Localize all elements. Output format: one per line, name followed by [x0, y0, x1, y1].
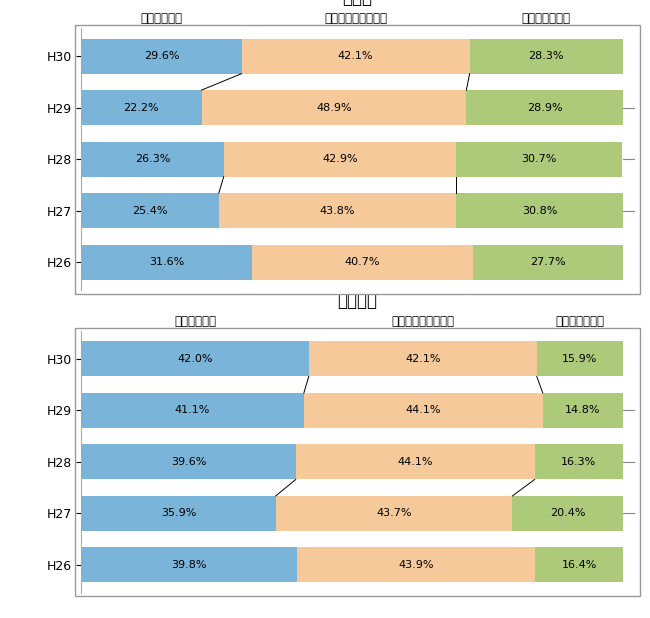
Bar: [304, 393, 543, 428]
Bar: [456, 193, 623, 228]
Text: 40.7%: 40.7%: [345, 257, 380, 267]
Text: 16.3%: 16.3%: [561, 457, 597, 467]
Text: 28.9%: 28.9%: [527, 103, 562, 112]
Text: 26.3%: 26.3%: [135, 154, 170, 164]
Text: 39.8%: 39.8%: [172, 560, 207, 570]
Bar: [242, 38, 469, 74]
Bar: [470, 38, 623, 74]
Bar: [467, 90, 623, 125]
Text: 43.9%: 43.9%: [398, 560, 434, 570]
Bar: [534, 444, 623, 480]
Text: 28.3%: 28.3%: [528, 51, 564, 61]
Text: 42.1%: 42.1%: [405, 354, 441, 364]
Text: 42.9%: 42.9%: [322, 154, 358, 164]
Title: 延滞者: 延滞者: [343, 0, 372, 7]
Text: 30.7%: 30.7%: [521, 154, 557, 164]
Bar: [456, 142, 623, 177]
Bar: [81, 193, 219, 228]
Text: 48.9%: 48.9%: [316, 103, 352, 112]
Text: 41.1%: 41.1%: [175, 405, 210, 415]
Text: 42.1%: 42.1%: [338, 51, 373, 61]
Text: 20.4%: 20.4%: [550, 509, 586, 519]
Text: 22.2%: 22.2%: [124, 103, 159, 112]
Text: 44.1%: 44.1%: [406, 405, 441, 415]
Bar: [224, 142, 456, 177]
Bar: [309, 341, 537, 376]
Bar: [512, 496, 623, 531]
Bar: [81, 496, 276, 531]
Text: 30.8%: 30.8%: [522, 206, 557, 216]
Bar: [296, 444, 534, 480]
Text: 43.7%: 43.7%: [376, 509, 412, 519]
Text: 43.8%: 43.8%: [320, 206, 355, 216]
Text: 16.4%: 16.4%: [562, 560, 597, 570]
Text: 14.8%: 14.8%: [565, 405, 601, 415]
Text: 35.9%: 35.9%: [161, 509, 196, 519]
Bar: [81, 341, 309, 376]
Bar: [81, 38, 242, 74]
Text: 15.9%: 15.9%: [562, 354, 597, 364]
Bar: [276, 496, 512, 531]
Bar: [202, 90, 466, 125]
Text: 31.6%: 31.6%: [150, 257, 185, 267]
Bar: [81, 444, 296, 480]
Bar: [297, 548, 534, 582]
Title: 無延滞者: 無延滞者: [337, 292, 378, 310]
Text: 十分と思わない: 十分と思わない: [555, 315, 605, 328]
Bar: [543, 393, 623, 428]
Text: 十分だと思う: 十分だと思う: [174, 315, 216, 328]
Text: 29.6%: 29.6%: [144, 51, 179, 61]
Bar: [81, 90, 202, 125]
Bar: [537, 341, 623, 376]
Bar: [81, 142, 224, 177]
Bar: [219, 193, 456, 228]
Text: 十分と思わない: 十分と思わない: [522, 12, 571, 25]
Text: 44.1%: 44.1%: [397, 457, 433, 467]
Text: 25.4%: 25.4%: [133, 206, 168, 216]
Text: 39.6%: 39.6%: [171, 457, 206, 467]
Bar: [81, 393, 304, 428]
Bar: [473, 245, 623, 279]
Bar: [81, 548, 297, 582]
Text: 十分だと思う: 十分だと思う: [140, 12, 183, 25]
Text: どちらともいえない: どちらともいえない: [324, 12, 387, 25]
Text: 42.0%: 42.0%: [177, 354, 213, 364]
Bar: [534, 548, 623, 582]
Bar: [252, 245, 473, 279]
Bar: [81, 245, 252, 279]
Text: どちらともいえない: どちらともいえない: [391, 315, 454, 328]
Text: 27.7%: 27.7%: [530, 257, 566, 267]
